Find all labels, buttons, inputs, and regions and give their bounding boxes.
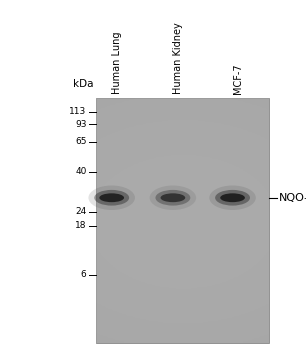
Text: Human Lung: Human Lung [112, 32, 122, 94]
Ellipse shape [94, 190, 129, 205]
Ellipse shape [99, 193, 124, 202]
Ellipse shape [220, 193, 245, 202]
Ellipse shape [215, 190, 250, 205]
Ellipse shape [161, 193, 185, 202]
Text: kDa: kDa [73, 79, 93, 89]
Text: 40: 40 [75, 167, 87, 176]
Text: MCF-7: MCF-7 [233, 64, 243, 94]
Text: 24: 24 [75, 207, 87, 216]
Text: Human Kidney: Human Kidney [173, 23, 183, 94]
Text: NQO-1: NQO-1 [279, 193, 306, 203]
Text: 65: 65 [75, 137, 87, 146]
Ellipse shape [209, 186, 256, 210]
Ellipse shape [88, 186, 135, 210]
Ellipse shape [155, 190, 190, 205]
Text: 113: 113 [69, 107, 87, 117]
Bar [96, 98, 269, 343]
Text: 6: 6 [81, 270, 87, 279]
Text: 93: 93 [75, 120, 87, 129]
Ellipse shape [150, 186, 196, 210]
Text: 18: 18 [75, 221, 87, 230]
